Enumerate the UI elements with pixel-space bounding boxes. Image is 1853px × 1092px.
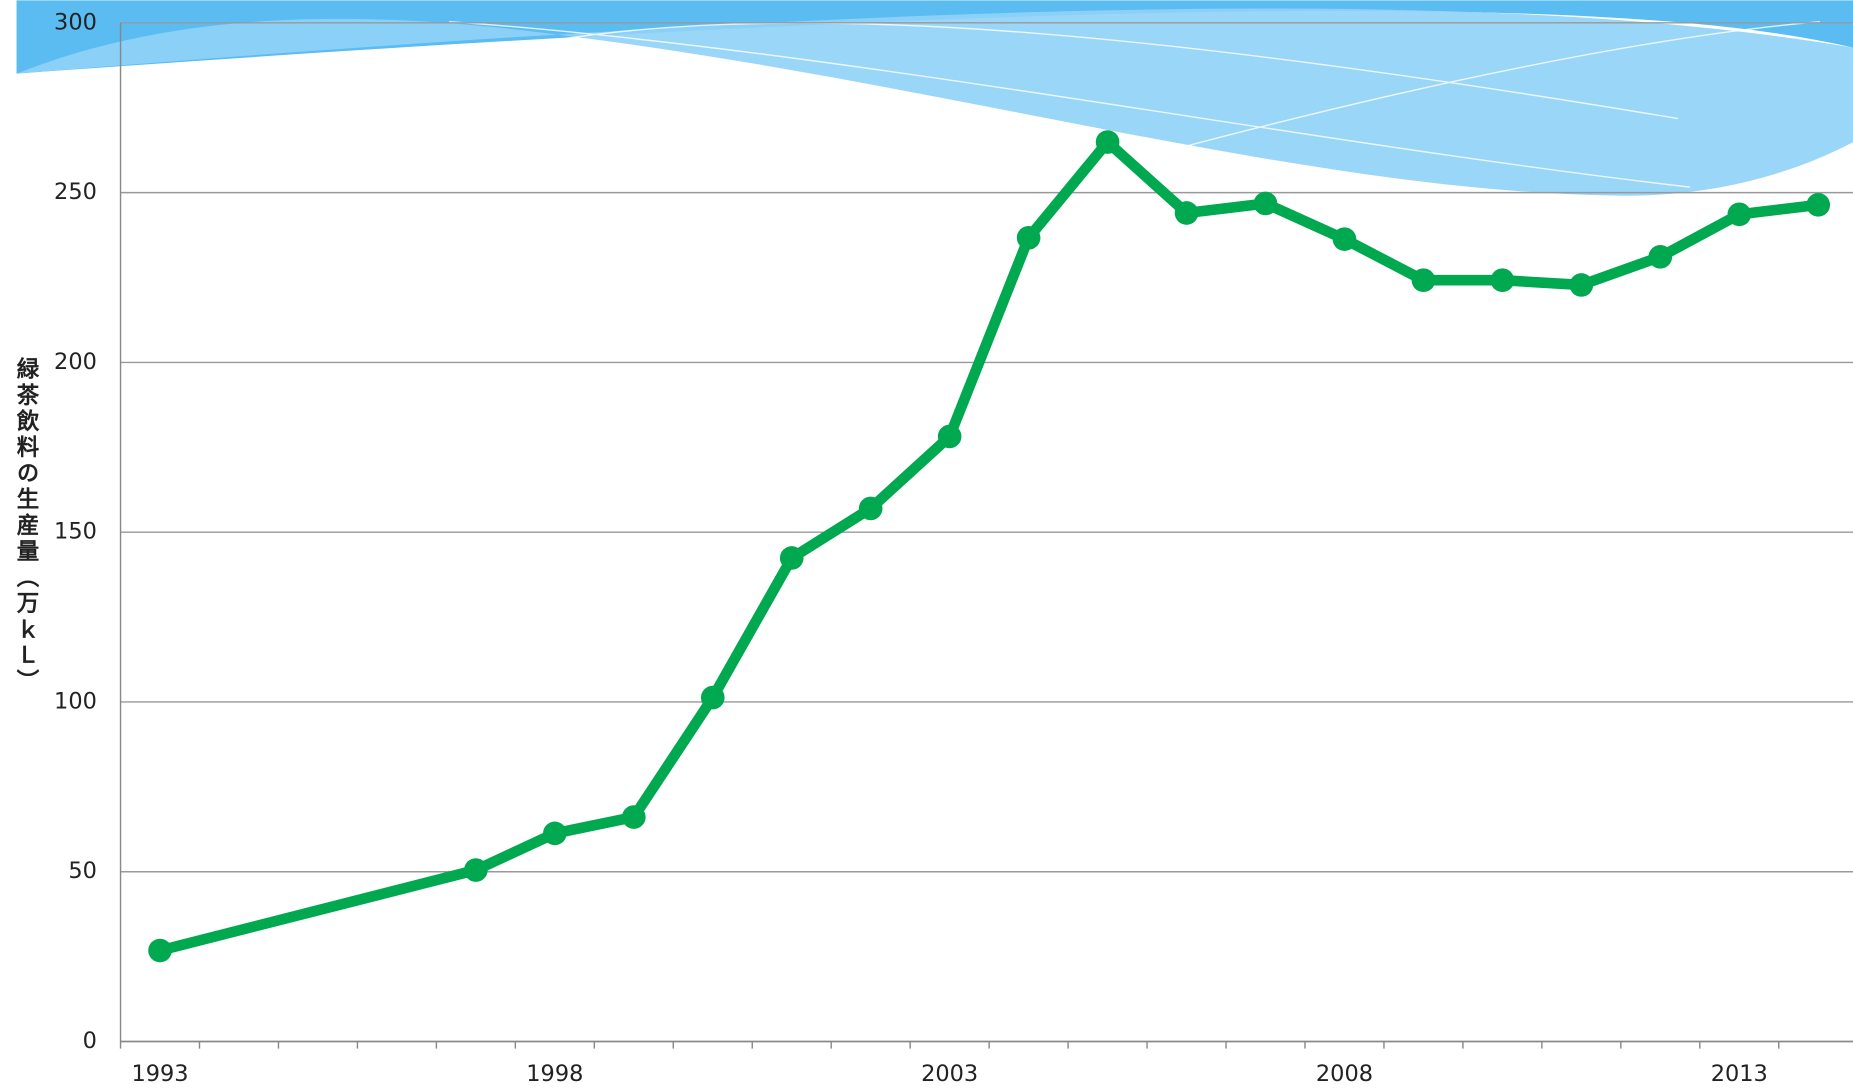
y-tick-label: 0 — [83, 1028, 97, 1054]
point — [148, 939, 172, 963]
y-tick-label: 100 — [54, 688, 97, 714]
point — [1491, 268, 1515, 292]
line — [160, 142, 1818, 950]
y-tick-label: 50 — [68, 858, 97, 884]
point — [859, 497, 883, 521]
decoration — [17, 0, 1853, 195]
point — [1570, 273, 1594, 297]
x-tick-label: 1993 — [131, 1061, 188, 1087]
x-tick-label: 2013 — [1711, 1061, 1768, 1087]
point — [938, 425, 962, 449]
point — [1175, 201, 1199, 225]
chart: 緑茶飲料の生産量（万ｋＬ） 0 50 100 150 200 250 300 1993 1998… — [0, 0, 1853, 1088]
point — [622, 805, 646, 829]
point — [1649, 245, 1673, 269]
point — [543, 822, 567, 846]
y-tick-label: 200 — [54, 349, 97, 375]
y-tick-label: 150 — [54, 519, 97, 545]
x-tick-label: 2008 — [1316, 1061, 1373, 1087]
point — [1412, 268, 1436, 292]
point — [1333, 227, 1357, 251]
y-tick-label: 250 — [54, 179, 97, 205]
y-axis-label: 緑茶飲料の生産量（万ｋＬ） — [13, 356, 40, 695]
page: 緑茶飲料の生産量（万ｋＬ） 0 50 100 150 200 250 300 1993 1998… — [0, 0, 1853, 1092]
point — [464, 858, 488, 882]
point — [1727, 203, 1751, 227]
point — [1017, 226, 1041, 250]
y-tick-label: 300 — [54, 9, 97, 35]
x-tick-label: 2003 — [921, 1061, 978, 1087]
point — [1806, 193, 1830, 217]
point — [701, 686, 725, 710]
point — [1096, 130, 1120, 154]
point — [780, 546, 804, 570]
point — [1254, 192, 1278, 216]
x-tick-label: 1998 — [526, 1061, 583, 1087]
